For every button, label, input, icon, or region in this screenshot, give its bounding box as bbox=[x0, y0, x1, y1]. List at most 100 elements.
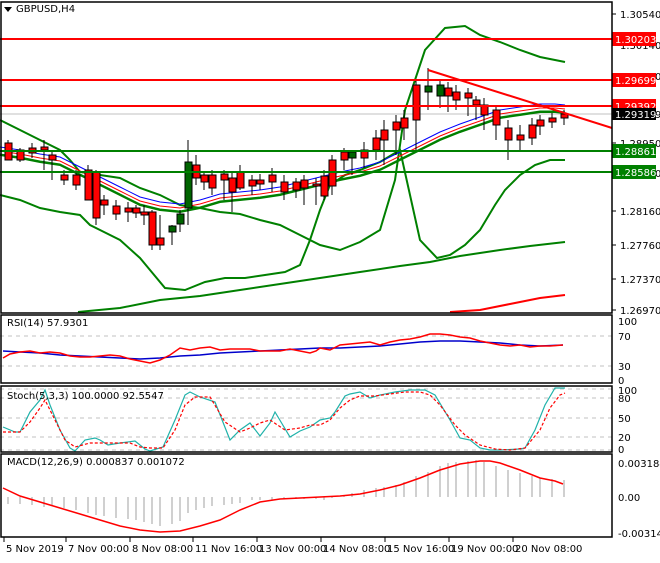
main-panel[interactable] bbox=[0, 1, 613, 314]
candle-body[interactable] bbox=[84, 169, 93, 201]
level-label: 1.28861 bbox=[615, 147, 656, 158]
candle-body[interactable] bbox=[176, 213, 185, 225]
candle-body[interactable] bbox=[444, 87, 453, 97]
candle-body[interactable] bbox=[72, 174, 81, 186]
candle-body[interactable] bbox=[392, 121, 401, 131]
candle-body[interactable] bbox=[464, 92, 473, 99]
rsi-tick-label: 70 bbox=[618, 332, 631, 343]
level-label: 1.28586 bbox=[615, 168, 656, 179]
candle-body[interactable] bbox=[100, 199, 109, 206]
candle-body[interactable] bbox=[200, 174, 209, 183]
rsi-panel[interactable] bbox=[0, 314, 613, 384]
level-label-bg bbox=[612, 73, 656, 87]
level-label: 1.29392 bbox=[615, 102, 656, 113]
level-label-bg bbox=[612, 32, 656, 46]
candle-body[interactable] bbox=[148, 211, 157, 246]
price-tick-label: 1.30140 bbox=[620, 41, 660, 52]
level-label-bg bbox=[612, 144, 656, 158]
time-tick-label: 7 Nov 00:00 bbox=[68, 544, 129, 555]
trendline[interactable] bbox=[427, 69, 613, 129]
candle-body[interactable] bbox=[412, 84, 421, 121]
candle-body[interactable] bbox=[400, 117, 409, 129]
price-tick-label: 1.30540 bbox=[620, 10, 660, 21]
rsi-tick-label: 0 bbox=[618, 376, 624, 387]
candle-body[interactable] bbox=[208, 174, 217, 189]
candle-body[interactable] bbox=[528, 124, 537, 139]
stoch-panel[interactable] bbox=[0, 385, 613, 453]
stoch-signal-line bbox=[3, 391, 566, 451]
price-tick-label: 1.27370 bbox=[620, 275, 660, 286]
time-tick-label: 11 Nov 16:00 bbox=[195, 544, 262, 555]
candle-body[interactable] bbox=[112, 205, 121, 215]
candle-body[interactable] bbox=[236, 171, 245, 189]
candle-body[interactable] bbox=[452, 91, 461, 101]
candle-body[interactable] bbox=[220, 173, 229, 181]
candle-body[interactable] bbox=[472, 99, 481, 106]
macd-signal-line bbox=[2, 460, 564, 533]
rsi-rsi-line bbox=[2, 333, 564, 364]
candle-body[interactable] bbox=[548, 117, 557, 123]
symbol-text: GBPUSD,H4 bbox=[16, 4, 76, 15]
candle-body[interactable] bbox=[48, 154, 57, 161]
macd-title: MACD(12,26,9) 0.000837 0.001072 bbox=[7, 457, 185, 468]
candle-body[interactable] bbox=[424, 85, 433, 93]
stoch-main-line bbox=[2, 387, 565, 452]
current-price-tag bbox=[612, 108, 656, 120]
candle-body[interactable] bbox=[92, 171, 101, 219]
candle-body[interactable] bbox=[124, 207, 133, 213]
macd-tick-label: 0.003184 bbox=[618, 459, 660, 470]
candle-body[interactable] bbox=[340, 151, 349, 161]
candle-body[interactable] bbox=[40, 146, 49, 151]
candle-body[interactable] bbox=[536, 119, 545, 127]
stoch-tick-label: 100 bbox=[618, 386, 637, 397]
time-tick-label: 5 Nov 2019 bbox=[6, 544, 64, 555]
price-tick-label: 1.26970 bbox=[620, 306, 660, 317]
level-label: 1.30203 bbox=[615, 35, 656, 46]
sma-long-green-line bbox=[77, 241, 566, 313]
candle-body[interactable] bbox=[436, 84, 445, 97]
candle-body[interactable] bbox=[516, 134, 525, 141]
candle-body[interactable] bbox=[256, 179, 265, 185]
candle-body[interactable] bbox=[320, 175, 329, 197]
stoch-tick-label: 80 bbox=[618, 394, 631, 405]
macd-panel[interactable] bbox=[0, 453, 613, 538]
candle-body[interactable] bbox=[504, 127, 513, 141]
time-tick-label: 8 Nov 08:00 bbox=[132, 544, 193, 555]
candle-body[interactable] bbox=[248, 179, 257, 187]
rsi-tick-label: 30 bbox=[618, 362, 631, 373]
candle-body[interactable] bbox=[348, 151, 357, 159]
candle-body[interactable] bbox=[228, 177, 237, 193]
candle-body[interactable] bbox=[140, 211, 149, 216]
candle-body[interactable] bbox=[268, 174, 277, 183]
stoch-tick-label: 50 bbox=[618, 414, 631, 425]
candle-body[interactable] bbox=[312, 183, 321, 187]
stoch-tick-label: 20 bbox=[618, 433, 631, 444]
time-tick-label: 19 Nov 00:00 bbox=[451, 544, 518, 555]
candle-body[interactable] bbox=[184, 161, 193, 209]
candle-body[interactable] bbox=[380, 129, 389, 141]
candle-body[interactable] bbox=[132, 207, 141, 214]
candle-body[interactable] bbox=[168, 225, 177, 233]
time-tick-label: 13 Nov 00:00 bbox=[259, 544, 326, 555]
candle-body[interactable] bbox=[156, 237, 165, 246]
candle-body[interactable] bbox=[280, 181, 289, 193]
current-price-label: 1.29319 bbox=[615, 110, 656, 121]
bollinger-lower-line bbox=[0, 148, 565, 292]
time-tick-label: 20 Nov 08:00 bbox=[515, 544, 582, 555]
rsi-tick-label: 100 bbox=[618, 317, 637, 328]
candle-body[interactable] bbox=[492, 109, 501, 126]
candle-body[interactable] bbox=[300, 179, 309, 189]
stoch-tick-label: 0 bbox=[618, 445, 624, 456]
rsi-title: RSI(14) 57.9301 bbox=[7, 318, 89, 329]
candle-body[interactable] bbox=[60, 174, 69, 181]
stoch-title: Stoch(5,3,3) 100.0000 92.5547 bbox=[7, 391, 164, 402]
time-tick-label: 14 Nov 08:00 bbox=[323, 544, 390, 555]
dropdown-triangle-icon[interactable] bbox=[4, 6, 12, 12]
candle-body[interactable] bbox=[292, 181, 301, 191]
candle-body[interactable] bbox=[372, 137, 381, 151]
level-label-bg bbox=[612, 165, 656, 179]
symbol-label[interactable]: GBPUSD,H4 bbox=[4, 4, 75, 15]
price-tick-label: 1.28160 bbox=[620, 207, 660, 218]
